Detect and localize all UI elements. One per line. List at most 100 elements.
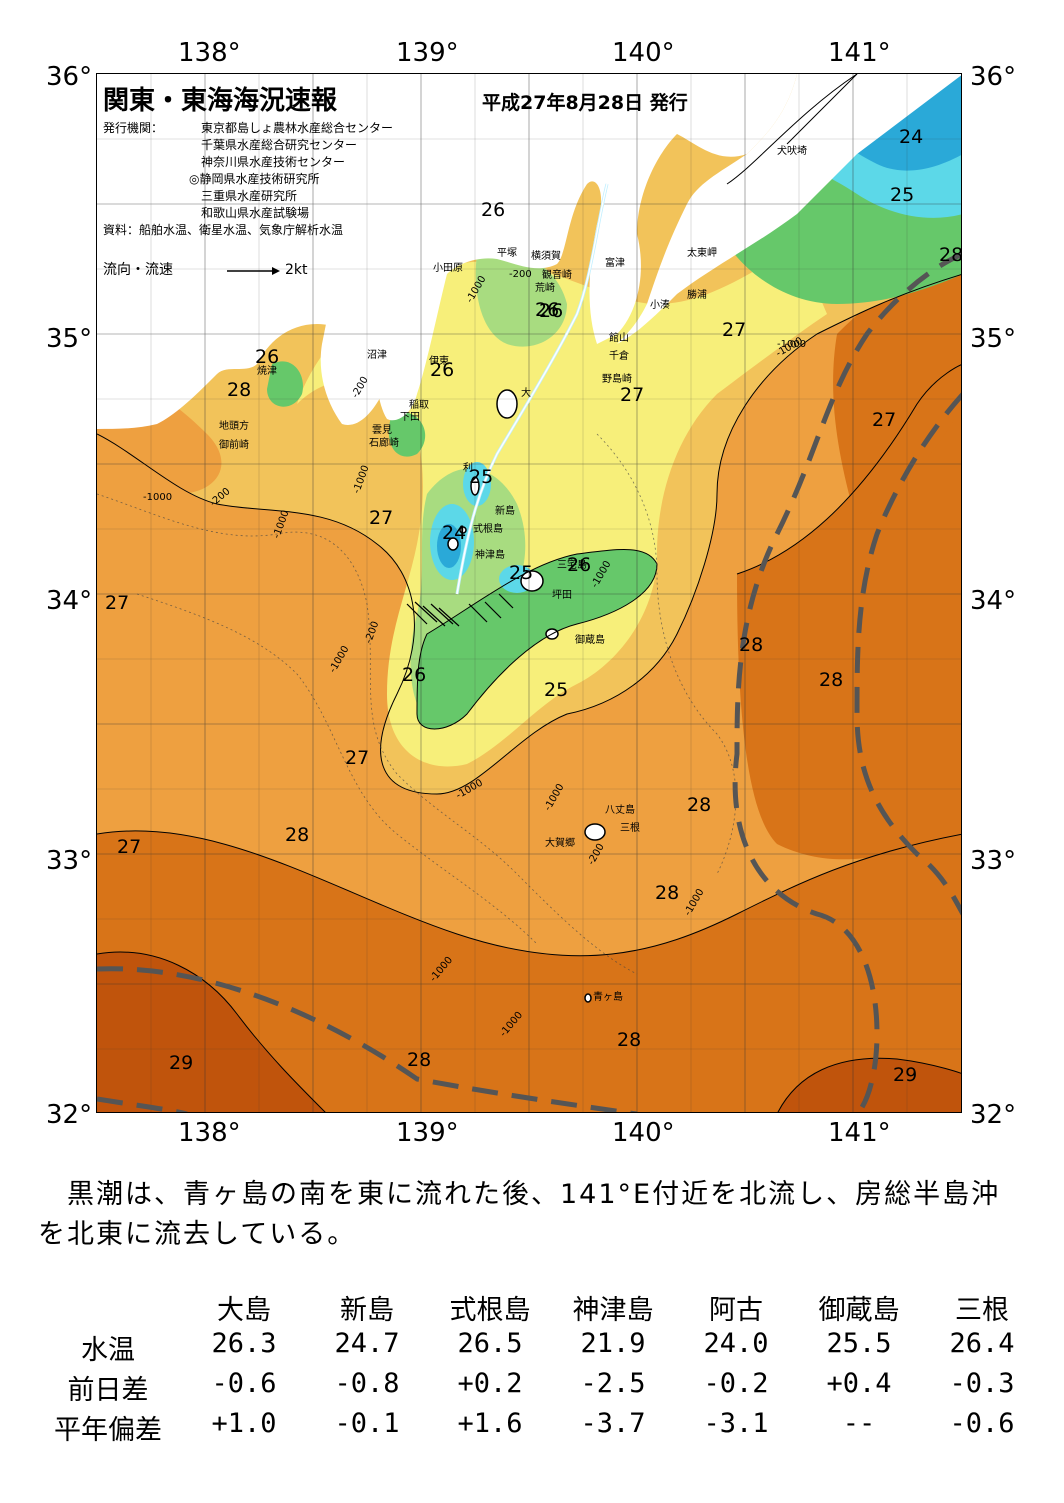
isotherm-label: 26 [535, 299, 560, 321]
lat-label-35-left: 35° [46, 324, 93, 354]
table-cell: +0.2 [457, 1368, 523, 1399]
publisher-4: ◎静岡県水産技術研究所 [189, 172, 320, 186]
place-label: 三根 [620, 823, 640, 834]
depth-label: -200 [509, 269, 532, 280]
table-cell: -0.2 [703, 1368, 769, 1399]
isotherm-label: 25 [544, 679, 569, 701]
place-label: 稲取 [409, 400, 429, 411]
isotherm-label: 27 [117, 836, 142, 858]
table-cell: 26.5 [457, 1328, 523, 1359]
place-label: 横須賀 [531, 251, 561, 262]
isotherm-label: 27 [105, 592, 130, 614]
lat-label-33-left: 33° [46, 846, 93, 876]
isotherm-label: 28 [227, 379, 252, 401]
lat-label-36-right: 36° [970, 62, 1017, 92]
publisher-label: 発行機関： [103, 121, 164, 135]
place-label: 勝浦 [687, 290, 707, 301]
place-label: 小田原 [433, 263, 463, 274]
island-shikinejima [459, 526, 467, 534]
island-miyakejima [520, 570, 544, 592]
island-hachijojima [584, 823, 606, 841]
isotherm-label: 27 [722, 319, 747, 341]
table-cell: -0.3 [949, 1368, 1015, 1399]
lat-lon-grid [97, 74, 961, 1112]
place-label: 青ヶ島 [593, 992, 623, 1003]
place-label: 石廊崎 [369, 438, 399, 449]
table-cell: -0.8 [334, 1368, 400, 1399]
place-label: 大賀郷 [545, 838, 575, 849]
sea-29-zone-west [97, 952, 326, 1112]
isotherm-label: 28 [939, 244, 962, 266]
table-cell: -0.6 [949, 1408, 1015, 1439]
table-cell: -- [842, 1408, 876, 1439]
place-label: 雲見 [372, 425, 392, 436]
table-cell: -0.6 [211, 1368, 277, 1399]
place-label: 野島崎 [602, 374, 632, 385]
isotherm-label: 26 [539, 300, 564, 322]
isotherm-label: 27 [345, 747, 370, 769]
isotherm-label: 24 [899, 126, 924, 148]
flow-legend-label: 流向・流速 [103, 262, 173, 278]
isotherm-label: 27 [620, 384, 645, 406]
depth-label: -1000 [777, 339, 807, 350]
table-cell: +1.0 [211, 1408, 277, 1439]
table-cell: -0.1 [334, 1408, 400, 1439]
table-cell: 24.7 [334, 1328, 400, 1359]
sea-28-east-zone [737, 364, 961, 860]
row-label: 平年偏差 [54, 1415, 162, 1446]
place-label: 御蔵島 [575, 635, 605, 646]
place-label: 小湊 [650, 300, 670, 311]
table-cell: 26.3 [211, 1328, 277, 1359]
isotherm-label: 27 [369, 507, 394, 529]
isotherm-label: 25 [890, 184, 915, 206]
table-row: 前日差 -0.6 -0.8 +0.2 -2.5 -0.2 +0.4 -0.3 [0, 1368, 1064, 1408]
lon-label-141-top: 141° [828, 38, 891, 68]
lat-label-35-right: 35° [970, 324, 1017, 354]
station-header: 神津島 [572, 1295, 654, 1326]
lon-label-139-top: 139° [396, 38, 459, 68]
land-izu-peninsula [320, 317, 393, 425]
table-cell: +1.6 [457, 1408, 523, 1439]
isotherm-label: 29 [893, 1064, 918, 1086]
lon-label-140-top: 140° [612, 38, 675, 68]
place-label: 地頭方 [219, 421, 249, 432]
isotherm-label: 24 [442, 522, 467, 544]
lat-label-32-left: 32° [46, 1100, 93, 1130]
lon-label-139-bottom: 139° [396, 1118, 459, 1148]
bathymetry-lines [97, 433, 737, 975]
island-oshima [496, 389, 518, 419]
place-label: 千倉 [609, 351, 629, 362]
lat-label-34-left: 34° [46, 586, 93, 616]
table-cell: 26.4 [949, 1328, 1015, 1359]
isotherm-label: 26 [255, 346, 280, 368]
isotherm-label: 28 [739, 634, 764, 656]
isotherm-label: 25 [509, 562, 534, 584]
station-header: 新島 [340, 1295, 394, 1326]
kuroshio-axis [97, 252, 961, 1112]
island-kozushima [447, 537, 459, 551]
publisher-3: 神奈川県水産技術センター [201, 155, 346, 169]
place-label: 焼津 [257, 366, 277, 377]
place-label: 下田 [400, 412, 420, 423]
station-header: 大島 [217, 1295, 271, 1326]
sea-26-zone-south [417, 549, 657, 729]
land-boso [617, 74, 961, 344]
place-label: 三宅島 [557, 560, 587, 571]
lon-label-138-bottom: 138° [178, 1118, 241, 1148]
publisher-2: 千葉県水産総合研究センター [201, 138, 358, 152]
station-header: 阿古 [709, 1295, 763, 1326]
place-label: 富津 [605, 258, 625, 269]
place-label: 館山 [609, 333, 629, 344]
flow-vectors [406, 593, 514, 627]
place-label: 観音崎 [542, 270, 572, 281]
place-label: 利 [463, 463, 473, 474]
place-label: 伊東 [429, 356, 449, 367]
table-cell: 21.9 [580, 1328, 646, 1359]
table-row: 水温 26.3 24.7 26.5 21.9 24.0 25.5 26.4 [0, 1328, 1064, 1368]
isotherm-label: 28 [687, 794, 712, 816]
isotherm-label: 25 [469, 466, 494, 488]
depth-label: -1000 [143, 492, 173, 503]
sea-26-patch-izu [388, 412, 426, 457]
table-cell: -2.5 [580, 1368, 646, 1399]
place-label: 太東岬 [687, 248, 717, 259]
